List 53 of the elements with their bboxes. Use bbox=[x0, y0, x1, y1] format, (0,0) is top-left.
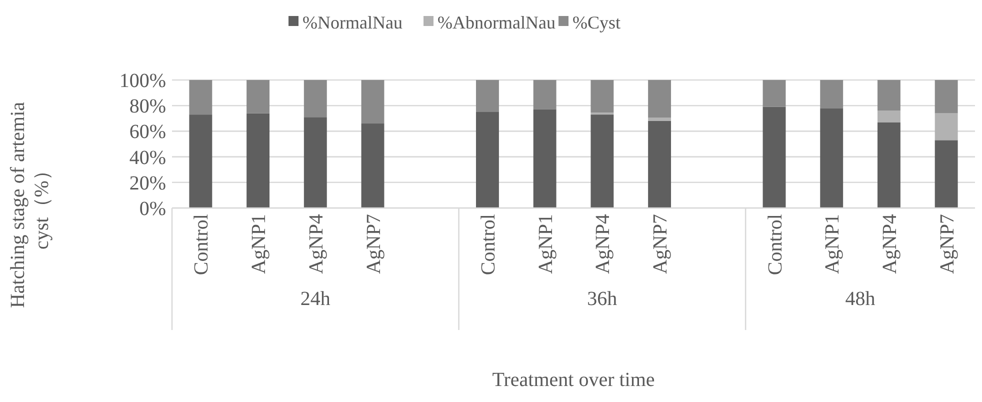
legend-label: %NormalNau bbox=[302, 12, 402, 32]
x-tick-label: AgNP1 bbox=[534, 214, 557, 274]
legend-label: %AbnormalNau bbox=[438, 12, 556, 32]
bar bbox=[533, 109, 556, 208]
y-tick-label: 40% bbox=[129, 146, 166, 169]
y-tick-label: 20% bbox=[129, 172, 166, 194]
bar bbox=[762, 106, 786, 208]
bar bbox=[820, 108, 844, 208]
bar bbox=[648, 80, 672, 118]
bar bbox=[590, 80, 614, 113]
x-tick-label: AgNP4 bbox=[305, 214, 328, 274]
x-tick-label: Control bbox=[190, 214, 213, 276]
bar bbox=[476, 80, 499, 112]
bar bbox=[304, 117, 327, 208]
y-tick-label: 60% bbox=[129, 121, 166, 144]
bar bbox=[648, 118, 672, 121]
bar bbox=[820, 80, 844, 108]
bar bbox=[648, 120, 672, 208]
bar bbox=[189, 80, 212, 115]
x-tick-label: AgNP7 bbox=[650, 214, 672, 274]
x-tick-label: AgNP1 bbox=[248, 214, 270, 274]
text: 36h bbox=[587, 288, 618, 310]
bar bbox=[533, 80, 556, 110]
x-tick-label: AgNP4 bbox=[592, 214, 614, 274]
bar bbox=[877, 122, 900, 208]
bar bbox=[189, 114, 212, 208]
text: 24h bbox=[300, 288, 330, 310]
bar bbox=[304, 80, 327, 118]
x-tick-label: Control bbox=[764, 214, 786, 276]
x-tick-label: AgNP4 bbox=[878, 214, 901, 274]
x-axis-title: Treatment over time bbox=[492, 369, 655, 391]
bar bbox=[934, 113, 958, 140]
bar bbox=[934, 80, 958, 114]
bar bbox=[361, 80, 384, 124]
x-tick-label: AgNP7 bbox=[936, 214, 958, 274]
y-tick-label: 100% bbox=[119, 70, 166, 92]
bar bbox=[877, 80, 900, 111]
bar bbox=[246, 113, 270, 208]
y-tick-label: 80% bbox=[129, 96, 166, 118]
bar bbox=[877, 110, 900, 122]
bar bbox=[361, 124, 384, 208]
bar bbox=[476, 112, 499, 208]
legend-label: %Cyst bbox=[572, 12, 621, 32]
bar bbox=[590, 114, 614, 208]
x-tick-label: Control bbox=[477, 214, 500, 276]
y-tick-label: 0% bbox=[139, 198, 166, 220]
bar bbox=[934, 140, 958, 208]
x-tick-label: AgNP1 bbox=[822, 214, 844, 274]
text: 48h bbox=[845, 288, 876, 310]
bar bbox=[762, 80, 786, 107]
bar bbox=[246, 80, 270, 114]
x-tick-label: AgNP7 bbox=[362, 214, 385, 274]
y-axis-title: Hatching stage of artemia cyst（%） bbox=[7, 102, 53, 308]
